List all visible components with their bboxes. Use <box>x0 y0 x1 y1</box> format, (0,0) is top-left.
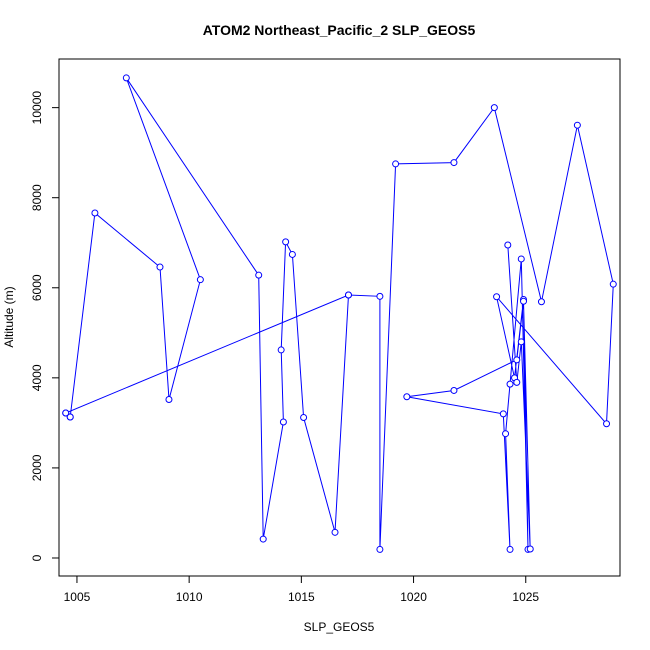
data-point <box>504 241 512 249</box>
data-point <box>403 393 411 401</box>
x-tick-label: 1025 <box>512 590 539 604</box>
data-point <box>300 413 308 421</box>
data-point <box>573 121 581 129</box>
data-point <box>490 104 498 112</box>
data-point <box>493 293 501 301</box>
x-tick-label: 1020 <box>400 590 427 604</box>
data-point <box>279 418 287 426</box>
x-axis: 1005 1010 1015 1020 1025 <box>64 575 539 604</box>
data-point <box>288 250 296 258</box>
data-point <box>255 271 263 279</box>
x-tick-label: 1015 <box>288 590 315 604</box>
plot-frame <box>58 58 621 577</box>
data-point <box>91 209 99 217</box>
data-point <box>537 298 545 306</box>
y-tick-label: 10000 <box>30 91 44 125</box>
data-point <box>156 263 164 271</box>
y-tick-label: 2000 <box>30 454 44 481</box>
data-point <box>603 420 611 428</box>
y-tick-label: 6000 <box>30 274 44 301</box>
data-point <box>517 255 525 263</box>
data-point <box>331 528 339 536</box>
data-point <box>450 159 458 167</box>
data-point <box>506 380 514 388</box>
y-tick-label: 8000 <box>30 184 44 211</box>
data-point <box>513 378 521 386</box>
y-axis: 0 2000 4000 6000 8000 10000 <box>30 91 60 561</box>
data-point <box>282 238 290 246</box>
data-point <box>62 409 70 417</box>
data-point <box>344 291 352 299</box>
data-point <box>499 410 507 418</box>
data-point <box>66 413 74 421</box>
data-point <box>609 280 617 288</box>
data-point <box>392 160 400 168</box>
data-point <box>277 346 285 354</box>
data-point <box>513 356 521 364</box>
data-point <box>526 545 534 553</box>
data-point <box>502 430 510 438</box>
data-point <box>259 535 267 543</box>
series-layer <box>62 74 617 553</box>
x-tick-label: 1005 <box>64 590 91 604</box>
data-point <box>520 297 528 305</box>
data-point <box>196 276 204 284</box>
y-axis-label: Altitude (m) <box>2 286 16 347</box>
data-point <box>376 545 384 553</box>
series-line <box>64 77 614 550</box>
data-point <box>122 74 130 82</box>
y-tick-label: 0 <box>30 554 44 561</box>
x-tick-label: 1010 <box>176 590 203 604</box>
data-point <box>506 545 514 553</box>
data-point <box>376 292 384 300</box>
data-point <box>450 386 458 394</box>
x-axis-label: SLP_GEOS5 <box>304 620 375 634</box>
chart-title: ATOM2 Northeast_Pacific_2 SLP_GEOS5 <box>203 22 476 38</box>
y-tick-label: 4000 <box>30 364 44 391</box>
data-point <box>517 338 525 346</box>
data-point <box>165 395 173 403</box>
